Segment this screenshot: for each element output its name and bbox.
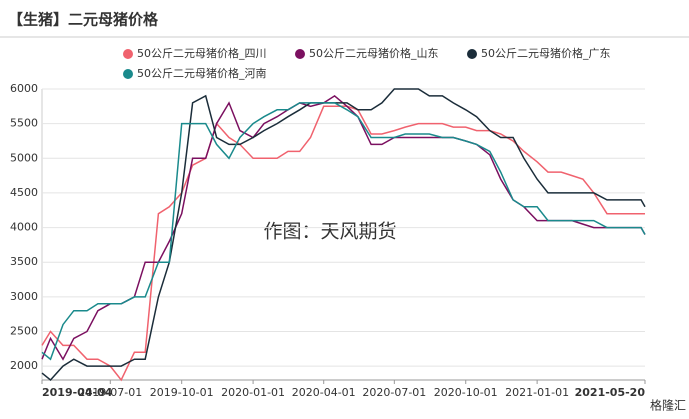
x-tick-label: 2019-04-04: [42, 386, 113, 399]
series-line: [41, 88, 646, 382]
legend-label: 50公斤二元母猪价格_河南: [137, 66, 267, 80]
y-tick-label: 6000: [10, 82, 38, 95]
legend-label: 50公斤二元母猪价格_广东: [481, 46, 611, 60]
legend-marker: [467, 49, 477, 59]
legend-marker: [295, 49, 305, 59]
y-tick-label: 3500: [10, 255, 38, 268]
legend-marker: [123, 49, 133, 59]
y-tick-label: 4000: [10, 221, 38, 234]
y-tick-label: 5500: [10, 117, 38, 130]
legend-label: 50公斤二元母猪价格_四川: [137, 46, 267, 60]
x-tick-label: 2019-10-01: [150, 386, 214, 399]
x-tick-label: 2021-05-20: [575, 386, 646, 399]
x-tick-label: 2020-10-01: [434, 386, 498, 399]
logo-watermark: 格隆汇: [650, 398, 686, 413]
chart-title: 【生猪】二元母猪价格: [8, 11, 159, 29]
y-tick-label: 2000: [10, 359, 38, 372]
x-tick-label: 2019-07-01: [78, 386, 142, 399]
x-tick-label: 2021-01-01: [505, 386, 569, 399]
watermark: 作图：天风期货: [263, 221, 396, 243]
x-tick-label: 2020-07-01: [362, 386, 426, 399]
series-line: [41, 102, 646, 361]
legend-label: 50公斤二元母猪价格_山东: [309, 46, 439, 60]
y-tick-label: 3000: [10, 290, 38, 303]
y-tick-label: 2500: [10, 325, 38, 338]
y-tick-label: 4500: [10, 186, 38, 199]
x-tick-label: 2020-04-01: [292, 386, 356, 399]
y-tick-label: 5000: [10, 151, 38, 164]
x-tick-label: 2020-01-01: [221, 386, 285, 399]
legend-marker: [123, 69, 133, 79]
